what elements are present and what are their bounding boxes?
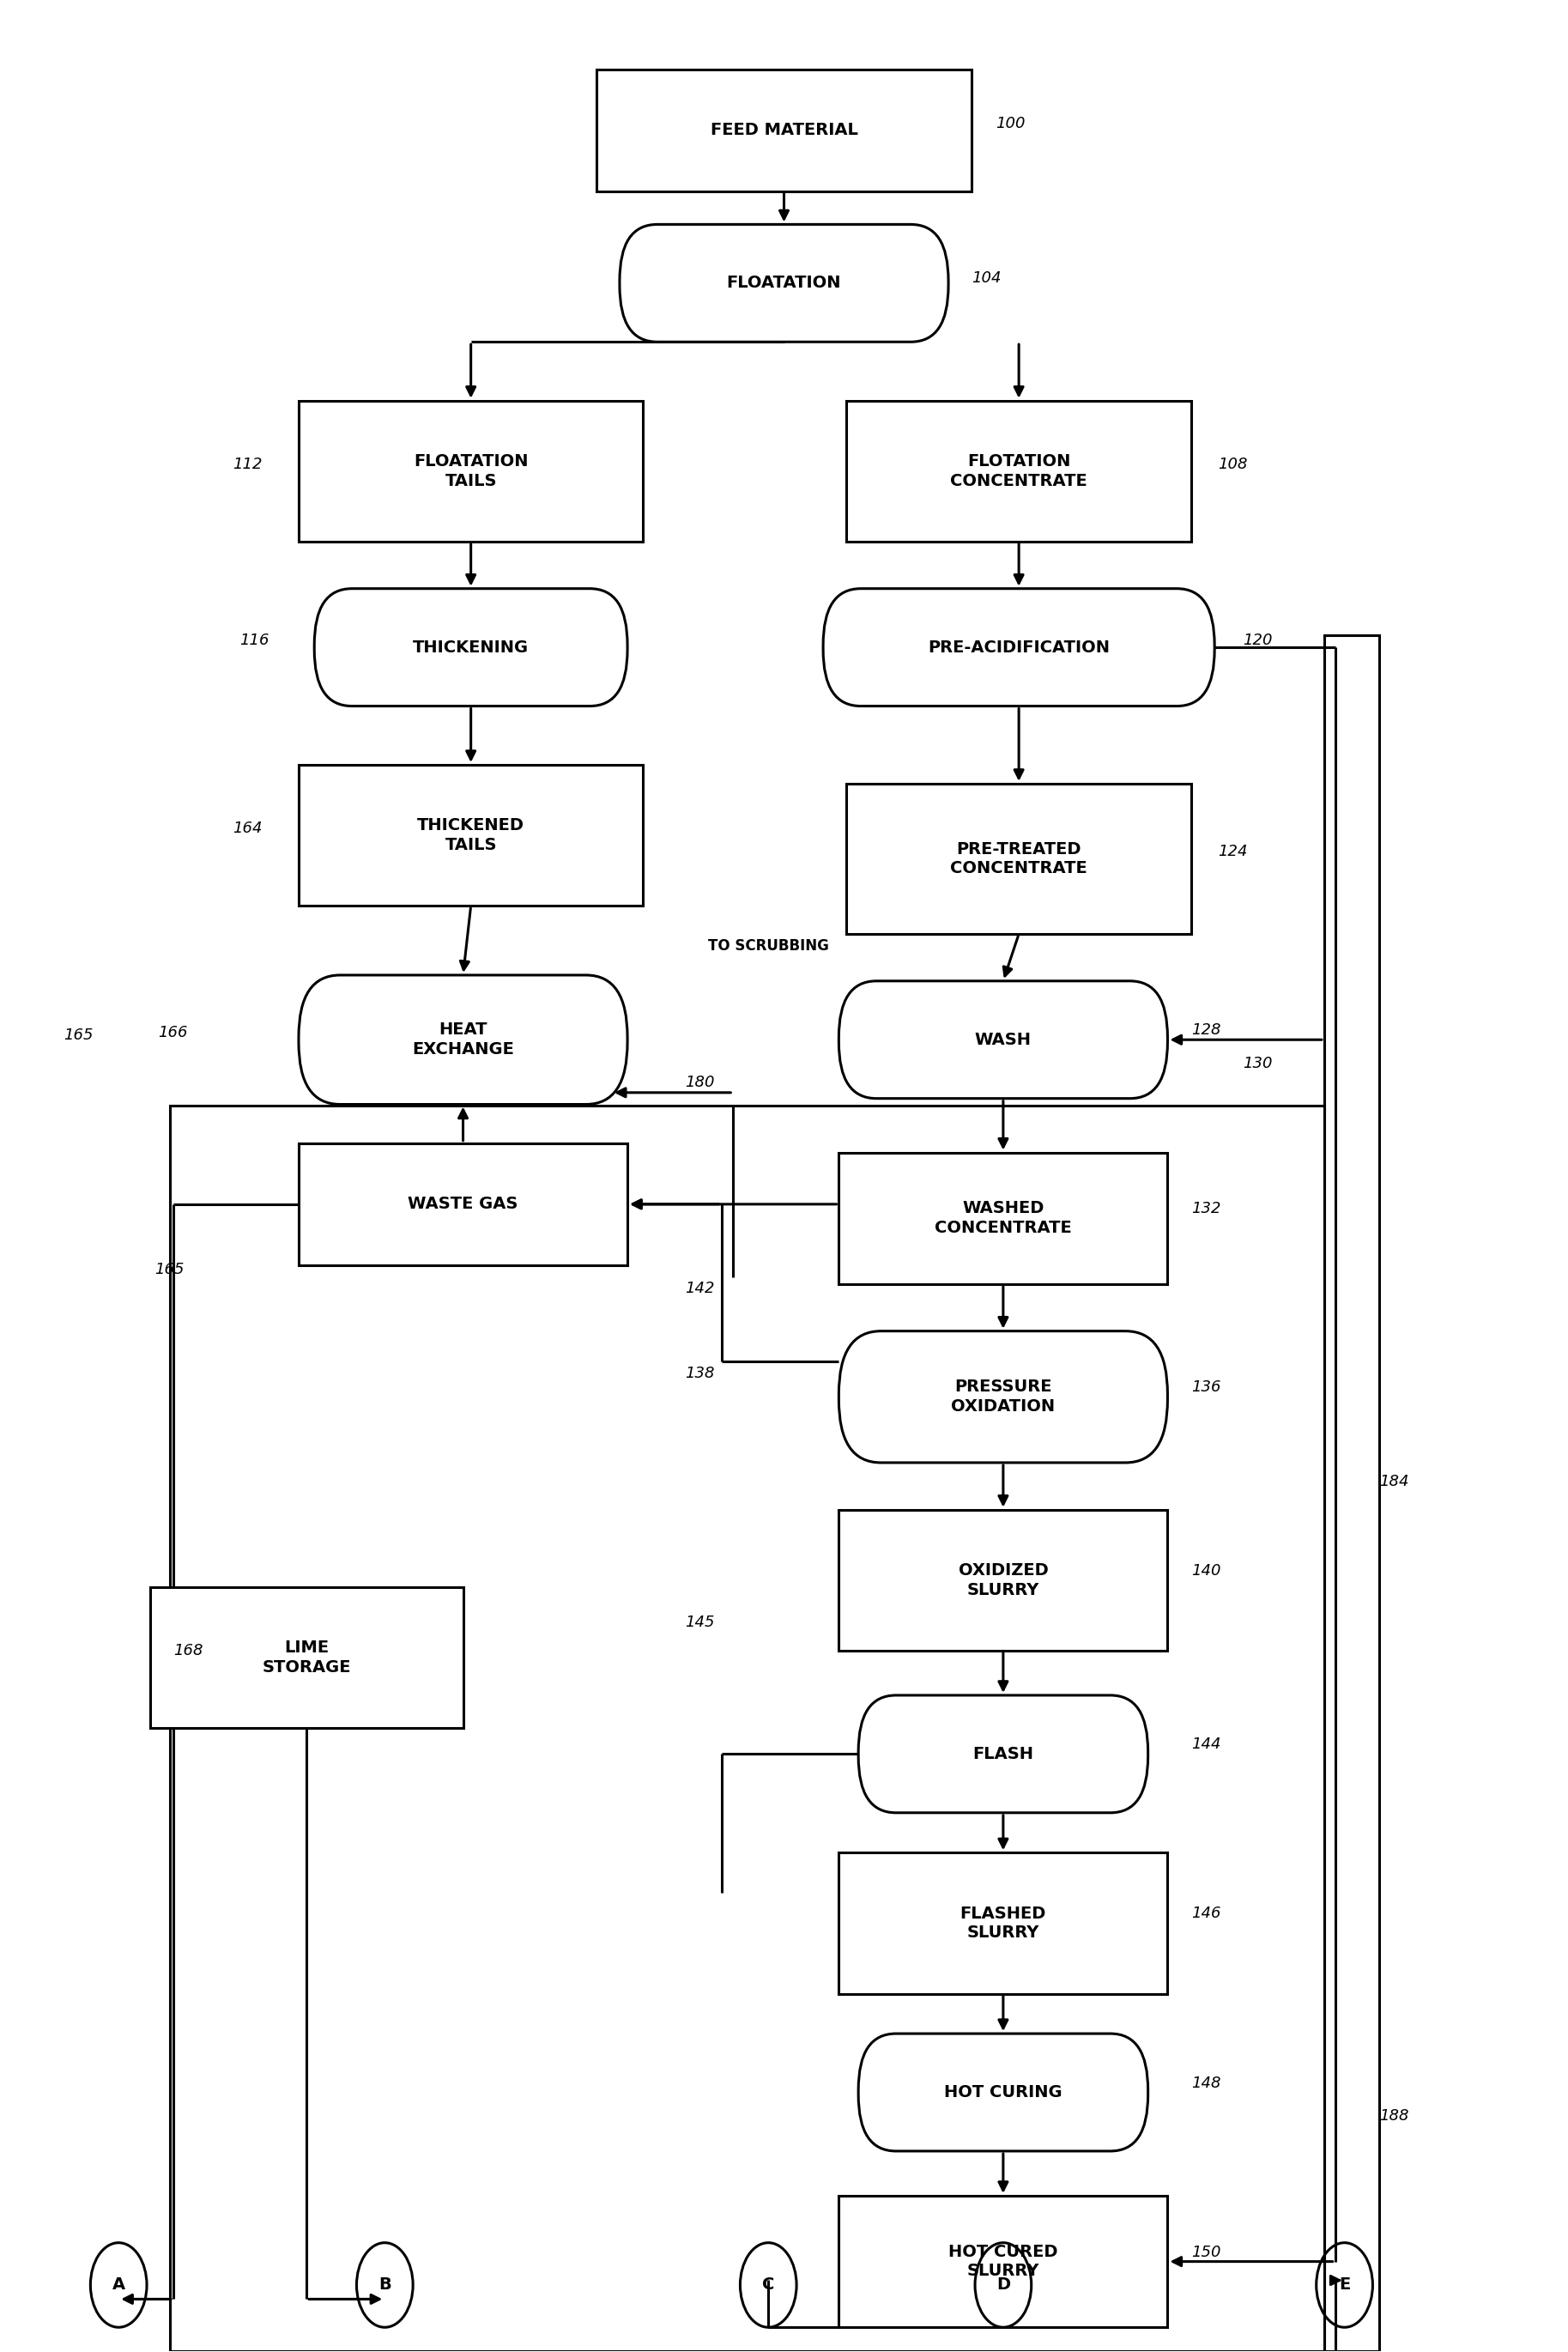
Text: 164: 164 [234, 821, 262, 835]
Text: E: E [1339, 2277, 1350, 2293]
Text: 165: 165 [64, 1028, 94, 1042]
Text: 150: 150 [1192, 2244, 1220, 2260]
Text: 112: 112 [234, 456, 262, 473]
Text: FLASH: FLASH [972, 1745, 1033, 1762]
FancyBboxPatch shape [839, 2197, 1168, 2328]
Text: FEED MATERIAL: FEED MATERIAL [710, 122, 858, 139]
Text: A: A [113, 2277, 125, 2293]
Text: 104: 104 [972, 270, 1002, 287]
Text: FLOTATION
CONCENTRATE: FLOTATION CONCENTRATE [950, 454, 1087, 489]
Text: TO SCRUBBING: TO SCRUBBING [707, 938, 829, 953]
Text: 138: 138 [685, 1367, 715, 1381]
Text: 148: 148 [1192, 2074, 1220, 2091]
Text: D: D [996, 2277, 1010, 2293]
FancyBboxPatch shape [596, 68, 972, 191]
FancyBboxPatch shape [619, 223, 949, 341]
FancyBboxPatch shape [839, 1331, 1168, 1463]
Text: PRE-TREATED
CONCENTRATE: PRE-TREATED CONCENTRATE [950, 842, 1087, 877]
Text: 136: 136 [1192, 1381, 1220, 1395]
Text: FLOATATION
TAILS: FLOATATION TAILS [414, 454, 528, 489]
Text: 120: 120 [1243, 633, 1272, 649]
Text: 184: 184 [1378, 1475, 1408, 1489]
Text: 128: 128 [1192, 1023, 1220, 1037]
Text: FLASHED
SLURRY: FLASHED SLURRY [960, 1905, 1046, 1940]
Text: 116: 116 [240, 633, 268, 649]
Text: 145: 145 [685, 1616, 715, 1630]
Text: 132: 132 [1192, 1202, 1220, 1216]
Text: 100: 100 [996, 115, 1025, 132]
FancyBboxPatch shape [151, 1588, 463, 1729]
Text: THICKENING: THICKENING [412, 640, 528, 656]
Text: 124: 124 [1218, 844, 1247, 858]
FancyBboxPatch shape [314, 588, 627, 706]
Text: HOT CURING: HOT CURING [944, 2084, 1062, 2100]
FancyBboxPatch shape [298, 764, 643, 906]
FancyBboxPatch shape [858, 2034, 1148, 2152]
Text: 108: 108 [1218, 456, 1247, 473]
Text: PRE-ACIDIFICATION: PRE-ACIDIFICATION [928, 640, 1110, 656]
Text: 165: 165 [155, 1263, 183, 1277]
Text: 142: 142 [685, 1282, 715, 1296]
Text: 146: 146 [1192, 1905, 1220, 1922]
FancyBboxPatch shape [839, 1853, 1168, 1994]
Text: OXIDIZED
SLURRY: OXIDIZED SLURRY [958, 1562, 1047, 1597]
Text: 168: 168 [174, 1644, 202, 1658]
FancyBboxPatch shape [823, 588, 1215, 706]
Text: HEAT
EXCHANGE: HEAT EXCHANGE [412, 1021, 514, 1058]
FancyBboxPatch shape [839, 1152, 1168, 1284]
Text: HOT CURED
SLURRY: HOT CURED SLURRY [949, 2244, 1058, 2279]
FancyBboxPatch shape [847, 783, 1192, 934]
Text: FLOATATION: FLOATATION [726, 275, 842, 292]
Text: WASH: WASH [975, 1033, 1032, 1049]
Text: B: B [378, 2277, 390, 2293]
Text: WASHED
CONCENTRATE: WASHED CONCENTRATE [935, 1200, 1073, 1237]
FancyBboxPatch shape [839, 981, 1168, 1098]
Text: 180: 180 [685, 1075, 715, 1089]
Text: PRESSURE
OXIDATION: PRESSURE OXIDATION [952, 1378, 1055, 1416]
FancyBboxPatch shape [858, 1696, 1148, 1813]
Text: LIME
STORAGE: LIME STORAGE [262, 1639, 351, 1675]
Text: WASTE GAS: WASTE GAS [408, 1197, 517, 1211]
Text: 140: 140 [1192, 1564, 1220, 1578]
Text: 130: 130 [1243, 1056, 1272, 1070]
Text: 188: 188 [1378, 2107, 1408, 2124]
Text: 166: 166 [158, 1025, 187, 1040]
FancyBboxPatch shape [298, 400, 643, 541]
FancyBboxPatch shape [847, 400, 1192, 541]
FancyBboxPatch shape [298, 976, 627, 1105]
Text: THICKENED
TAILS: THICKENED TAILS [417, 818, 525, 854]
Text: 144: 144 [1192, 1736, 1220, 1752]
Text: C: C [762, 2277, 775, 2293]
FancyBboxPatch shape [298, 1143, 627, 1265]
FancyBboxPatch shape [839, 1510, 1168, 1651]
